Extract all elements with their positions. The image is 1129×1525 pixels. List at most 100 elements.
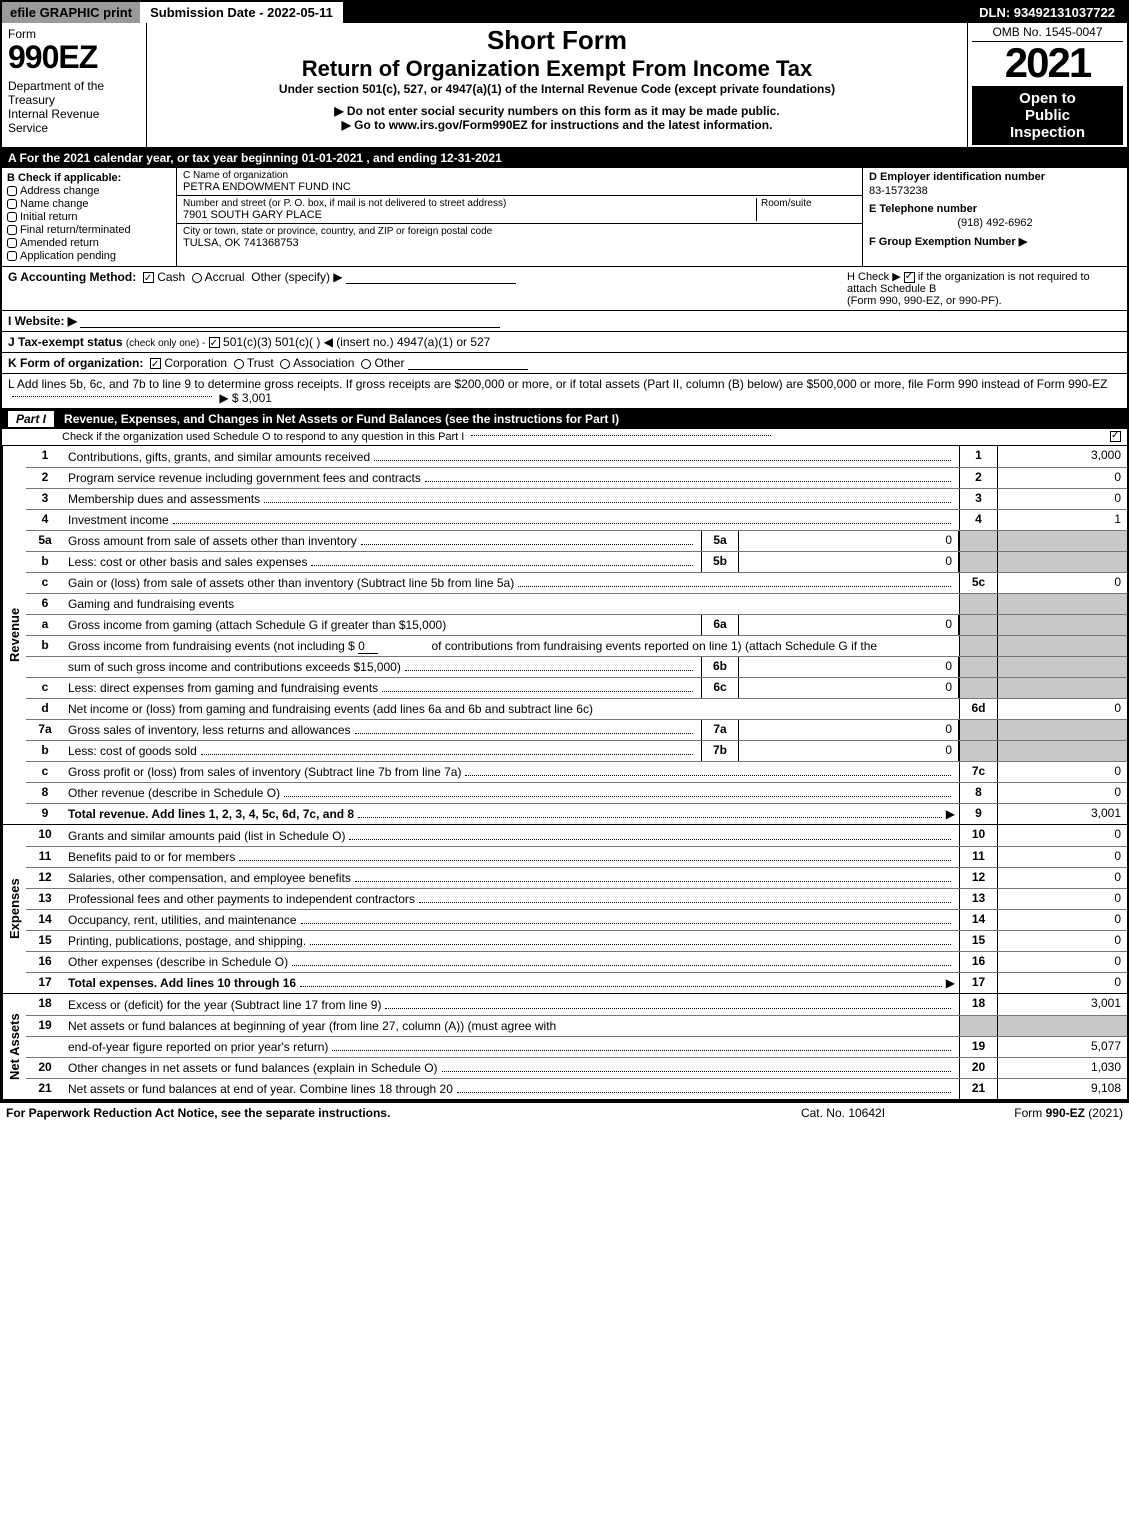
subtitle: Under section 501(c), 527, or 4947(a)(1)… — [153, 82, 961, 96]
line-6d-desc: Net income or (loss) from gaming and fun… — [68, 702, 593, 716]
row-k-form-of-org: K Form of organization: Corporation Trus… — [2, 353, 1127, 374]
line-3-value: 0 — [997, 489, 1127, 509]
row-l-gross-receipts: L Add lines 5b, 6c, and 7b to line 9 to … — [2, 374, 1127, 409]
line-7c-value: 0 — [997, 762, 1127, 782]
tax-year: 2021 — [972, 42, 1123, 84]
line-2-value: 0 — [997, 468, 1127, 488]
line-18-desc: Excess or (deficit) for the year (Subtra… — [68, 998, 381, 1012]
line-12-desc: Salaries, other compensation, and employ… — [68, 871, 351, 885]
checkbox-501c3[interactable] — [209, 337, 220, 348]
radio-accrual[interactable] — [192, 273, 202, 283]
line-16-value: 0 — [997, 952, 1127, 972]
radio-association[interactable] — [280, 359, 290, 369]
row-g-h: G Accounting Method: Cash Accrual Other … — [2, 267, 1127, 311]
check-amended-return[interactable]: Amended return — [7, 237, 171, 249]
check-final-return[interactable]: Final return/terminated — [7, 224, 171, 236]
check-name-change[interactable]: Name change — [7, 198, 171, 210]
line-6b-value: 0 — [739, 657, 959, 677]
line-5b-desc: Less: cost or other basis and sales expe… — [68, 555, 307, 569]
line-7a-desc: Gross sales of inventory, less returns a… — [68, 723, 351, 737]
line-5c-desc: Gain or (loss) from sale of assets other… — [68, 576, 514, 590]
line-7b-value: 0 — [739, 741, 959, 761]
line-13-value: 0 — [997, 889, 1127, 909]
radio-other-org[interactable] — [361, 359, 371, 369]
j-options: 501(c)(3) 501(c)( ) ◀ (insert no.) 4947(… — [223, 335, 490, 349]
goto-link[interactable]: ▶ Go to www.irs.gov/Form990EZ for instru… — [153, 118, 961, 132]
line-7c-desc: Gross profit or (loss) from sales of inv… — [68, 765, 461, 779]
line-6a-value: 0 — [739, 615, 959, 635]
line-6b-desc-3: sum of such gross income and contributio… — [68, 660, 401, 674]
line-9-desc: Total revenue. Add lines 1, 2, 3, 4, 5c,… — [68, 807, 354, 821]
part-i-title: Revenue, Expenses, and Changes in Net As… — [64, 412, 619, 426]
line-6c-desc: Less: direct expenses from gaming and fu… — [68, 681, 378, 695]
page-footer: For Paperwork Reduction Act Notice, see … — [0, 1103, 1129, 1123]
line-19-value: 5,077 — [997, 1037, 1127, 1057]
line-8-desc: Other revenue (describe in Schedule O) — [68, 786, 280, 800]
line-18-value: 3,001 — [997, 994, 1127, 1015]
e-phone-label: E Telephone number — [869, 203, 1121, 215]
l-value: ▶ $ 3,001 — [219, 391, 272, 405]
city-value: TULSA, OK 741368753 — [183, 237, 856, 249]
website-input[interactable] — [80, 316, 500, 328]
f-group-exemption: F Group Exemption Number ▶ — [869, 235, 1121, 248]
check-address-change[interactable]: Address change — [7, 185, 171, 197]
line-6d-value: 0 — [997, 699, 1127, 719]
form-header: Form 990EZ Department of the Treasury In… — [2, 23, 1127, 148]
other-org-input[interactable] — [408, 358, 528, 370]
revenue-section: Revenue 1 Contributions, gifts, grants, a… — [2, 446, 1127, 825]
check-application-pending[interactable]: Application pending — [7, 250, 171, 262]
phone-value: (918) 492-6962 — [869, 215, 1121, 235]
line-4-value: 1 — [997, 510, 1127, 530]
line-6a-desc: Gross income from gaming (attach Schedul… — [68, 618, 446, 632]
line-6b-desc-1: Gross income from fundraising events (no… — [68, 639, 355, 653]
b-label: B Check if applicable: — [7, 172, 171, 184]
checkbox-schedule-b[interactable] — [904, 272, 915, 283]
line-16-desc: Other expenses (describe in Schedule O) — [68, 955, 288, 969]
open-line3: Inspection — [974, 124, 1121, 141]
open-line2: Public — [974, 107, 1121, 124]
k-label: K Form of organization: — [8, 356, 143, 370]
checkbox-corporation[interactable] — [150, 358, 161, 369]
form-footer: Form 990-EZ (2021) — [943, 1106, 1123, 1120]
row-a-tax-year: A For the 2021 calendar year, or tax yea… — [2, 148, 1127, 168]
ein-value: 83-1573238 — [869, 183, 1121, 203]
submission-date: Submission Date - 2022-05-11 — [140, 2, 343, 23]
h-label: H Check ▶ — [847, 271, 901, 283]
street-value: 7901 SOUTH GARY PLACE — [183, 209, 756, 221]
line-7a-value: 0 — [739, 720, 959, 740]
org-name: PETRA ENDOWMENT FUND INC — [183, 181, 856, 193]
line-20-desc: Other changes in net assets or fund bala… — [68, 1061, 438, 1075]
line-14-desc: Occupancy, rent, utilities, and maintena… — [68, 913, 297, 927]
revenue-label: Revenue — [2, 446, 26, 824]
check-initial-return[interactable]: Initial return — [7, 211, 171, 223]
line-11-desc: Benefits paid to or for members — [68, 850, 235, 864]
checkbox-schedule-o[interactable] — [1110, 431, 1121, 442]
other-specify-input[interactable] — [346, 272, 516, 284]
net-assets-label: Net Assets — [2, 994, 26, 1099]
line-6b-blank: 0 — [358, 639, 378, 654]
efile-print[interactable]: efile GRAPHIC print — [2, 2, 140, 23]
line-20-value: 1,030 — [997, 1058, 1127, 1078]
line-1-desc: Contributions, gifts, grants, and simila… — [68, 450, 370, 464]
line-5c-value: 0 — [997, 573, 1127, 593]
city-label: City or town, state or province, country… — [183, 226, 856, 237]
line-19a-desc: Net assets or fund balances at beginning… — [68, 1019, 556, 1033]
radio-trust[interactable] — [234, 359, 244, 369]
row-j-tax-exempt: J Tax-exempt status (check only one) - 5… — [2, 332, 1127, 353]
arrow-icon: ▶ — [946, 807, 955, 821]
line-17-value: 0 — [997, 973, 1127, 993]
top-bar: efile GRAPHIC print Submission Date - 20… — [2, 2, 1127, 23]
part-i-header: Part I Revenue, Expenses, and Changes in… — [2, 409, 1127, 429]
expenses-label: Expenses — [2, 825, 26, 993]
checkbox-cash[interactable] — [143, 272, 154, 283]
line-10-desc: Grants and similar amounts paid (list in… — [68, 829, 345, 843]
i-label: I Website: ▶ — [8, 314, 77, 328]
arrow-icon: ▶ — [946, 976, 955, 990]
line-14-value: 0 — [997, 910, 1127, 930]
part-i-sub: Check if the organization used Schedule … — [2, 429, 1127, 446]
part-i-label: Part I — [8, 411, 54, 427]
line-1-value: 3,000 — [997, 446, 1127, 467]
line-6-desc: Gaming and fundraising events — [68, 597, 234, 611]
paperwork-notice: For Paperwork Reduction Act Notice, see … — [6, 1106, 743, 1120]
line-7b-desc: Less: cost of goods sold — [68, 744, 197, 758]
